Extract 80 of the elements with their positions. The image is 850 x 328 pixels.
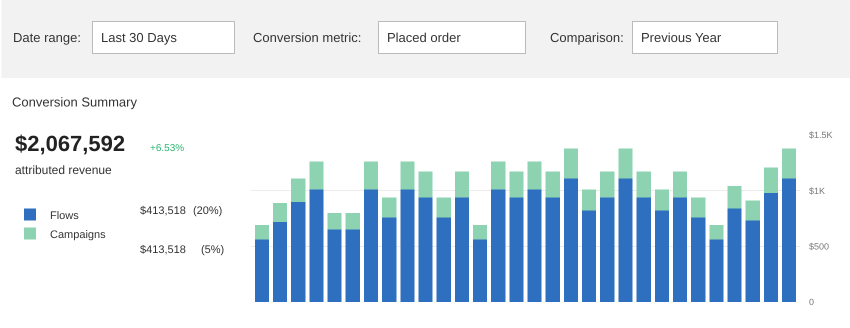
text: +6.53% <box>150 143 184 154</box>
bar <box>346 212 360 230</box>
bar <box>382 197 396 218</box>
bar <box>346 230 360 302</box>
bar <box>727 208 742 302</box>
bar <box>328 212 342 230</box>
bar <box>782 148 796 178</box>
legend-label: Campaigns <box>50 228 106 241</box>
bar <box>654 210 669 302</box>
y-tick-label: $500 <box>809 241 830 252</box>
bar <box>291 202 306 302</box>
bar <box>273 222 288 302</box>
bar <box>764 192 778 302</box>
bar <box>546 172 560 198</box>
bar <box>454 197 469 302</box>
bar <box>528 162 542 190</box>
bar <box>709 240 724 302</box>
bar <box>582 210 596 302</box>
bar <box>672 172 688 198</box>
bar <box>254 240 269 302</box>
bar <box>418 172 433 198</box>
bar <box>564 178 578 302</box>
bar <box>472 240 488 302</box>
bar <box>400 190 414 302</box>
bar <box>618 178 633 302</box>
y-tick-label: $1.5K <box>809 130 833 140</box>
bar <box>436 197 451 218</box>
text: Placed order <box>387 30 462 45</box>
text: Conversion metric: <box>253 30 362 45</box>
bar <box>564 148 578 178</box>
bar <box>691 217 706 302</box>
y-tick-label: $1K <box>809 186 826 196</box>
legend-label: Flows <box>50 210 80 222</box>
bar <box>600 172 614 198</box>
bar <box>291 178 306 202</box>
bar <box>273 202 288 222</box>
text: $413,518 <box>140 244 186 256</box>
bar <box>309 162 324 190</box>
bar <box>546 197 560 302</box>
bar <box>418 197 433 302</box>
bar <box>746 200 760 221</box>
bar <box>654 190 669 211</box>
bar <box>254 225 269 240</box>
bar <box>509 172 524 198</box>
bar <box>400 162 414 190</box>
bar <box>709 225 724 240</box>
text: $413,518 <box>140 205 186 217</box>
text: attributed revenue <box>15 163 112 177</box>
bar <box>364 190 378 302</box>
bar <box>691 197 706 218</box>
bar <box>491 190 506 302</box>
bar <box>491 162 506 190</box>
bar <box>600 197 614 302</box>
text: Conversion Summary <box>12 94 138 110</box>
text: $2,067,592 <box>15 131 126 156</box>
bar <box>746 220 760 302</box>
bar <box>727 186 742 208</box>
bar <box>472 225 488 240</box>
bar <box>382 217 396 302</box>
text: Previous Year <box>641 30 722 45</box>
text: (5%) <box>201 244 224 256</box>
bar <box>528 190 542 302</box>
bar <box>328 230 342 302</box>
bar <box>309 190 324 302</box>
text: Comparison: <box>550 30 624 45</box>
bar <box>764 167 778 193</box>
bar <box>636 197 651 302</box>
bar <box>618 148 633 178</box>
bar <box>509 197 524 302</box>
bar <box>364 162 378 190</box>
bar <box>782 178 796 302</box>
text: (20%) <box>193 205 222 217</box>
bar <box>636 172 651 198</box>
text: Last 30 Days <box>101 30 178 45</box>
y-tick-label: 0 <box>809 297 814 308</box>
text: Date range: <box>13 30 81 45</box>
bar <box>454 172 469 198</box>
bar <box>672 197 688 302</box>
bar <box>582 190 596 211</box>
bar <box>436 217 451 302</box>
